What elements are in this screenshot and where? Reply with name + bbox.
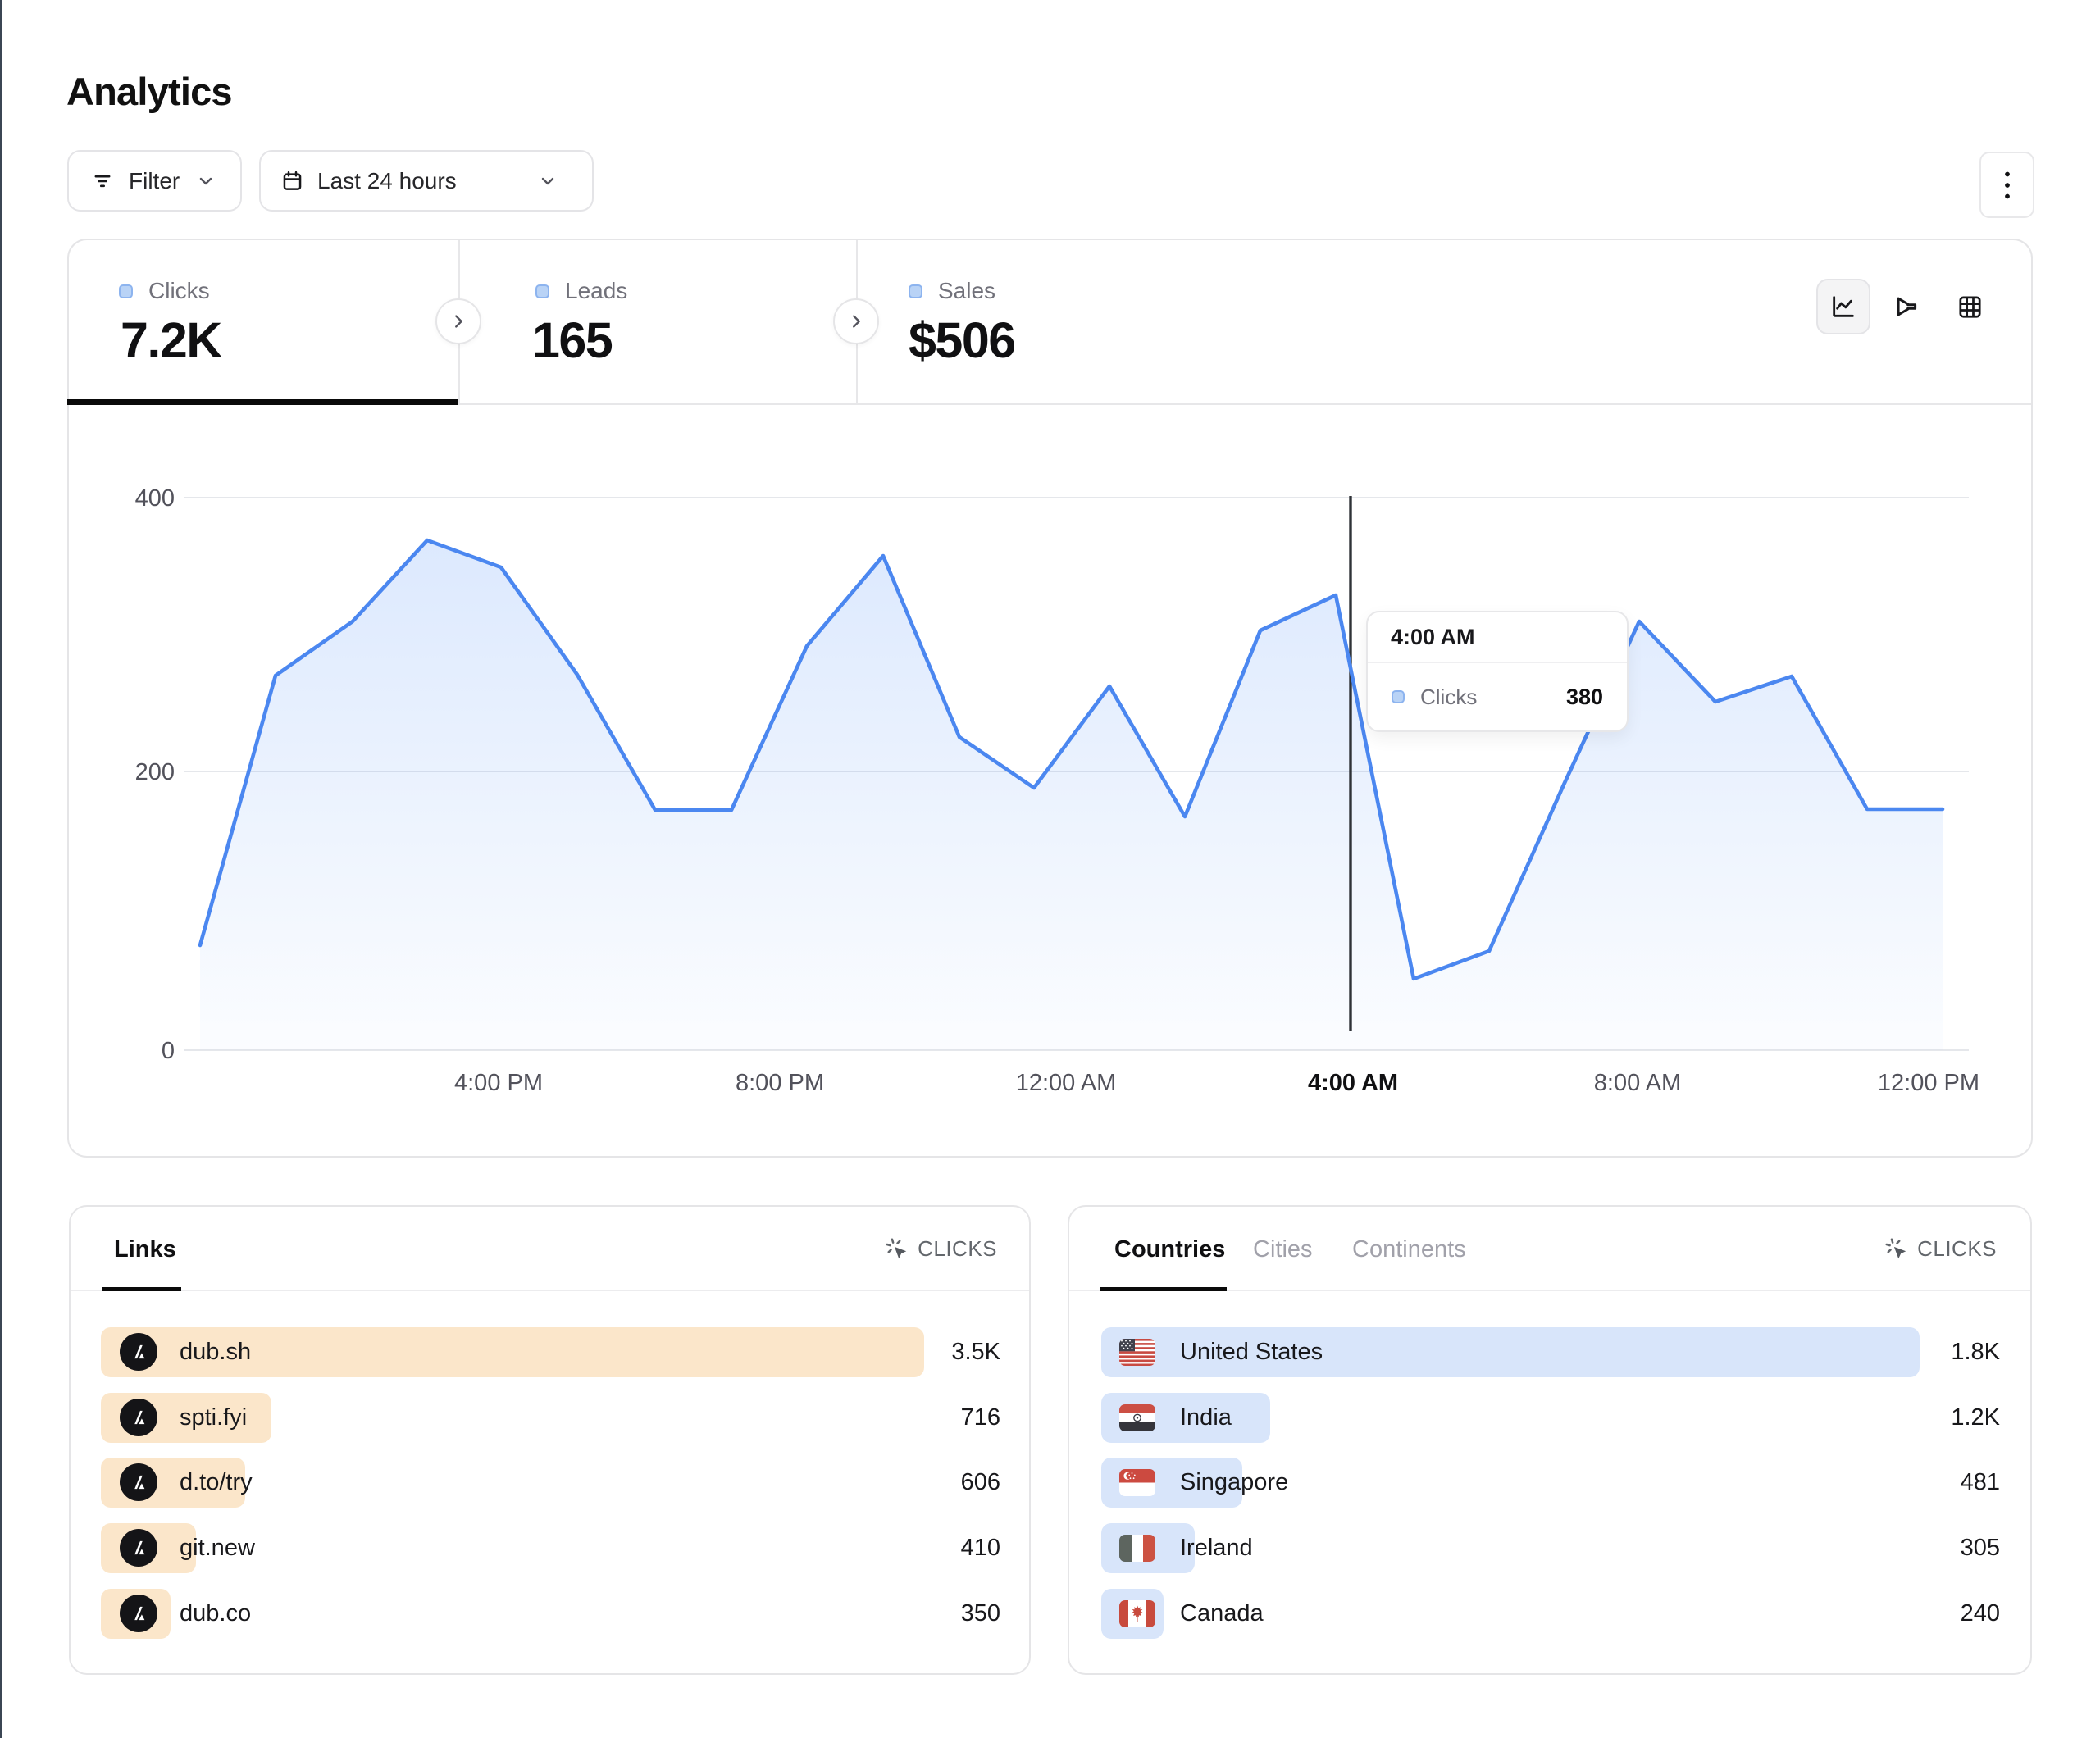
svg-text:12:00 PM: 12:00 PM [1878,1070,1979,1096]
svg-text:400: 400 [135,485,175,512]
svg-text:4:00 PM: 4:00 PM [454,1070,543,1096]
svg-text:200: 200 [135,759,175,785]
svg-text:0: 0 [162,1038,175,1064]
svg-text:12:00 AM: 12:00 AM [1016,1070,1117,1096]
svg-text:4:00 AM: 4:00 AM [1308,1070,1398,1096]
svg-text:8:00 PM: 8:00 PM [736,1070,824,1096]
svg-text:8:00 AM: 8:00 AM [1594,1070,1681,1096]
